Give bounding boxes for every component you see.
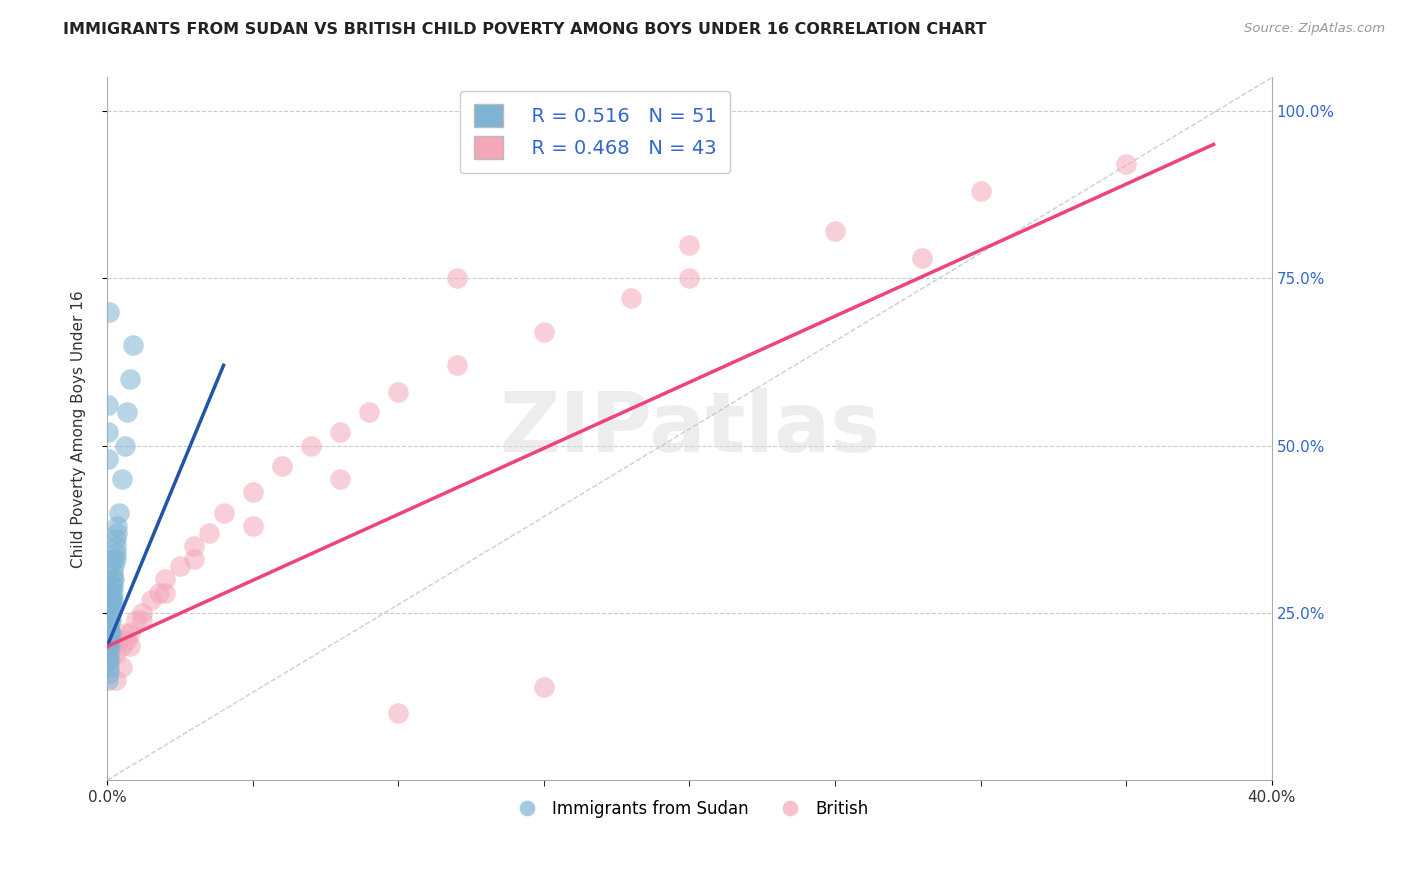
Point: [100, 606, 122, 620]
Point: [100, 586, 122, 600]
Point: [125, 613, 148, 627]
Point: [104, 673, 127, 687]
Point: [97, 626, 120, 640]
Point: [98, 632, 121, 647]
Point: [104, 533, 127, 547]
Point: [98, 626, 121, 640]
Point: [533, 325, 555, 339]
Point: [970, 184, 993, 198]
Point: [100, 599, 122, 614]
Point: [387, 385, 409, 400]
Legend: Immigrants from Sudan, British: Immigrants from Sudan, British: [503, 793, 876, 825]
Point: [98, 613, 121, 627]
Point: [212, 506, 235, 520]
Point: [97, 673, 120, 687]
Point: [120, 372, 142, 386]
Point: [148, 586, 170, 600]
Point: [101, 573, 124, 587]
Point: [100, 592, 122, 607]
Point: [270, 458, 292, 473]
Text: ZIPatlas: ZIPatlas: [499, 388, 880, 469]
Point: [97, 653, 120, 667]
Point: [183, 539, 205, 553]
Point: [620, 291, 643, 305]
Point: [446, 271, 468, 285]
Point: [183, 552, 205, 566]
Point: [107, 506, 129, 520]
Point: [101, 579, 124, 593]
Point: [139, 592, 162, 607]
Point: [105, 519, 128, 533]
Point: [98, 653, 121, 667]
Point: [911, 251, 934, 265]
Point: [329, 472, 352, 486]
Point: [103, 559, 125, 574]
Point: [100, 592, 122, 607]
Point: [359, 405, 381, 419]
Point: [120, 626, 142, 640]
Point: [111, 640, 134, 654]
Point: [103, 579, 125, 593]
Point: [97, 659, 120, 673]
Point: [678, 271, 700, 285]
Point: [678, 237, 700, 252]
Point: [155, 586, 177, 600]
Point: [97, 452, 120, 467]
Text: Source: ZipAtlas.com: Source: ZipAtlas.com: [1244, 22, 1385, 36]
Point: [104, 546, 127, 560]
Point: [533, 680, 555, 694]
Point: [98, 304, 121, 318]
Point: [107, 632, 129, 647]
Point: [98, 640, 121, 654]
Point: [114, 626, 136, 640]
Point: [122, 338, 145, 352]
Point: [101, 566, 124, 580]
Point: [114, 439, 136, 453]
Point: [131, 613, 153, 627]
Point: [97, 640, 120, 654]
Point: [97, 632, 120, 647]
Point: [104, 539, 127, 553]
Point: [104, 552, 127, 566]
Point: [1115, 157, 1137, 171]
Point: [97, 399, 120, 413]
Point: [100, 626, 122, 640]
Point: [98, 626, 121, 640]
Point: [111, 659, 134, 673]
Point: [446, 359, 468, 373]
Point: [131, 606, 153, 620]
Point: [98, 626, 121, 640]
Point: [105, 525, 128, 540]
Point: [101, 586, 124, 600]
Point: [98, 619, 121, 633]
Point: [98, 653, 121, 667]
Point: [103, 552, 125, 566]
Point: [97, 640, 120, 654]
Point: [299, 439, 322, 453]
Point: [97, 666, 120, 681]
Point: [117, 405, 139, 419]
Point: [101, 640, 124, 654]
Point: [97, 646, 120, 660]
Point: [242, 485, 264, 500]
Point: [387, 706, 409, 721]
Point: [329, 425, 352, 440]
Point: [117, 632, 139, 647]
Point: [101, 592, 124, 607]
Point: [242, 519, 264, 533]
Point: [98, 606, 121, 620]
Point: [198, 525, 221, 540]
Point: [100, 613, 122, 627]
Text: IMMIGRANTS FROM SUDAN VS BRITISH CHILD POVERTY AMONG BOYS UNDER 16 CORRELATION C: IMMIGRANTS FROM SUDAN VS BRITISH CHILD P…: [63, 22, 987, 37]
Y-axis label: Child Poverty Among Boys Under 16: Child Poverty Among Boys Under 16: [72, 290, 86, 567]
Point: [120, 640, 142, 654]
Point: [169, 559, 191, 574]
Point: [155, 573, 177, 587]
Point: [104, 646, 127, 660]
Point: [100, 599, 122, 614]
Point: [97, 425, 120, 440]
Point: [111, 472, 134, 486]
Point: [103, 573, 125, 587]
Point: [824, 224, 846, 238]
